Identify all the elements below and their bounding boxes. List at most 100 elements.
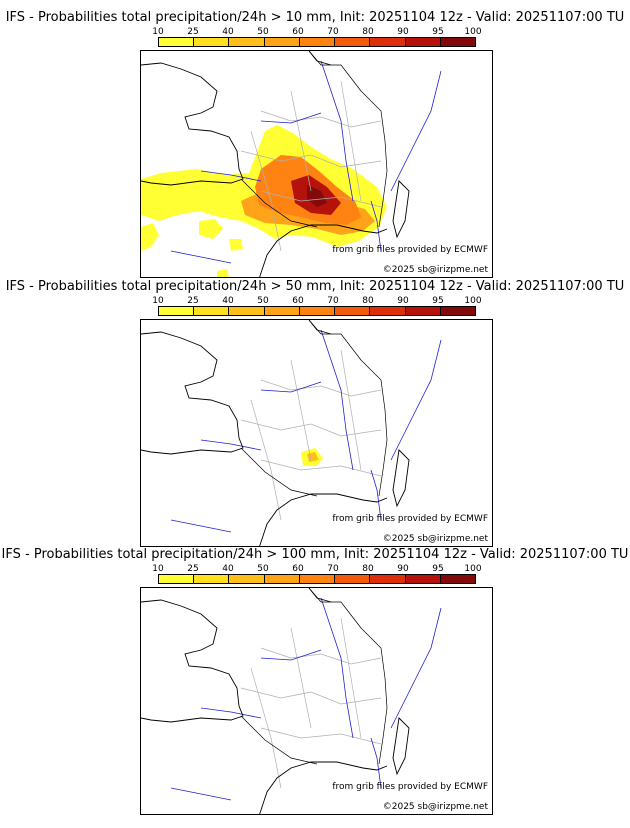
colorbar-label: 50 (257, 564, 269, 574)
rivers (170, 329, 442, 533)
colorbar-label: 60 (292, 296, 304, 306)
colorbar-segment (370, 307, 406, 315)
colorbar-segment (264, 38, 300, 46)
colorbar-label: 70 (327, 296, 339, 306)
colorbar-label: 80 (362, 27, 374, 37)
colorbar-segment (440, 307, 475, 315)
colorbar-segment (405, 575, 441, 583)
colorbar-label: 80 (362, 296, 374, 306)
coastline (141, 588, 410, 814)
colorbar-segment (440, 38, 475, 46)
copyright-text: ©2025 sb@irizpme.net (382, 534, 488, 544)
colorbar-label: 50 (257, 296, 269, 306)
map-lines (141, 588, 442, 814)
map-canvas (141, 320, 442, 546)
colorbar-label: 60 (292, 564, 304, 574)
colorbar-segment (194, 307, 230, 315)
colorbar-segment (440, 575, 475, 583)
colorbar-segment (159, 575, 195, 583)
credit-text: from grib files provided by ECMWF (332, 514, 488, 524)
map-100mm: from grib files provided by ECMWF ©2025 … (140, 587, 493, 815)
colorbar-segment (335, 575, 371, 583)
rain-patch-spain (199, 219, 223, 239)
colorbar-label: 25 (187, 296, 199, 306)
panel-title: IFS - Probabilities total precipitation/… (1, 547, 629, 562)
colorbar-segment (335, 38, 371, 46)
colorbar-label: 10 (152, 296, 164, 306)
colorbar-segment (405, 307, 441, 315)
colorbar-label: 95 (432, 564, 444, 574)
map-10mm: from grib files provided by ECMWF ©2025 … (140, 50, 493, 278)
credit-text: from grib files provided by ECMWF (332, 245, 488, 255)
colorbar-label: 60 (292, 27, 304, 37)
admin-borders (240, 80, 382, 252)
copyright-text: ©2025 sb@irizpme.net (382, 265, 488, 275)
rivers (170, 597, 442, 801)
admin-borders (240, 617, 382, 789)
colorbar-segment (159, 38, 195, 46)
country-borders (240, 320, 388, 497)
panel-100mm: IFS - Probabilities total precipitation/… (0, 547, 630, 815)
colorbar-label: 100 (464, 27, 482, 37)
colorbar-label: 70 (327, 27, 339, 37)
colorbar-segment (264, 575, 300, 583)
rain-peak (307, 185, 327, 207)
colorbar-label: 100 (464, 296, 482, 306)
colorbar-segment (405, 38, 441, 46)
colorbar-segment (299, 575, 336, 583)
colorbar-label: 95 (432, 296, 444, 306)
colorbar-labels: 10 25 40 50 60 70 80 90 95 100 (148, 296, 488, 306)
copyright-text: ©2025 sb@irizpme.net (382, 802, 488, 812)
colorbar-segment (194, 38, 230, 46)
colorbar-label: 90 (397, 296, 409, 306)
country-borders (240, 588, 388, 765)
map-canvas (141, 51, 442, 277)
colorbar-label: 10 (152, 564, 164, 574)
colorbar-label: 50 (257, 27, 269, 37)
colorbar-segment (370, 38, 406, 46)
panel-10mm: IFS - Probabilities total precipitation/… (0, 10, 630, 278)
colorbar-label: 95 (432, 27, 444, 37)
colorbar-segment (299, 38, 336, 46)
colorbar-label: 70 (327, 564, 339, 574)
colorbar-label: 40 (222, 564, 234, 574)
colorbar (158, 574, 476, 584)
colorbar-segment (159, 307, 195, 315)
colorbar-labels: 10 25 40 50 60 70 80 90 95 100 (148, 27, 488, 37)
colorbar-label: 25 (187, 564, 199, 574)
rain-patch-south2 (217, 269, 229, 277)
colorbar-segment (229, 307, 265, 315)
colorbar-label: 40 (222, 27, 234, 37)
panel-title: IFS - Probabilities total precipitation/… (5, 279, 625, 294)
colorbar-label: 10 (152, 27, 164, 37)
colorbar (158, 37, 476, 47)
colorbar-label: 90 (397, 27, 409, 37)
precip-overlay (301, 448, 323, 466)
colorbar-label: 90 (397, 564, 409, 574)
panel-50mm: IFS - Probabilities total precipitation/… (0, 279, 630, 547)
colorbar-segment (264, 307, 300, 315)
colorbar-segment (229, 38, 265, 46)
credit-text: from grib files provided by ECMWF (332, 782, 488, 792)
map-lines (141, 320, 442, 546)
map-canvas (141, 588, 442, 814)
colorbar-segment (299, 307, 336, 315)
map-lines (141, 51, 442, 277)
precip-overlay (141, 125, 387, 277)
colorbar-label: 80 (362, 564, 374, 574)
rain-patch-west (141, 223, 159, 251)
colorbar-segment (370, 575, 406, 583)
map-50mm: from grib files provided by ECMWF ©2025 … (140, 319, 493, 547)
rivers (170, 60, 442, 264)
colorbar-label: 25 (187, 27, 199, 37)
rain-patch-south (229, 239, 243, 251)
colorbar-label: 40 (222, 296, 234, 306)
coastline (141, 51, 410, 277)
coastline (141, 320, 410, 546)
colorbar-segment (194, 575, 230, 583)
colorbar (158, 306, 476, 316)
country-borders (240, 51, 388, 228)
colorbar-label: 100 (464, 564, 482, 574)
colorbar-segment (335, 307, 371, 315)
panel-title: IFS - Probabilities total precipitation/… (5, 10, 625, 25)
